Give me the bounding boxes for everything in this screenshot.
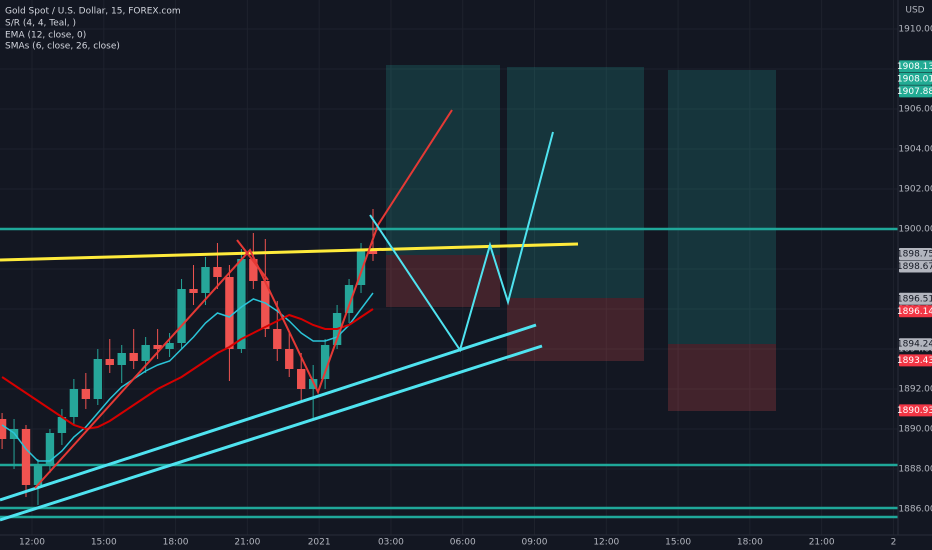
x-tick-label: 2	[891, 538, 897, 548]
candles	[0, 209, 378, 505]
long-target-zone	[507, 67, 644, 298]
candle-body	[320, 345, 330, 379]
candle-body	[21, 429, 31, 485]
x-tick-label: 12:00	[19, 538, 45, 548]
price-tag-label: 1894.24	[897, 340, 932, 350]
candle-body	[45, 433, 55, 465]
price-tag	[899, 404, 932, 417]
candle-body	[344, 285, 354, 313]
price-tag	[899, 85, 932, 98]
candle-body	[213, 267, 222, 277]
price-tag-label: 1907.88	[897, 87, 932, 97]
y-tick-label: 1906.00	[898, 105, 932, 115]
candle-body	[237, 259, 246, 349]
price-tag-label: 1896.14	[897, 307, 932, 317]
price-tag-label: 1893.43	[897, 356, 932, 366]
y-tick-label: 1886.00	[898, 505, 932, 515]
price-tag	[899, 260, 932, 273]
y-tick-label: 1904.00	[898, 145, 932, 155]
candle-body	[117, 353, 126, 365]
price-tag	[899, 72, 932, 85]
candle-body	[368, 251, 378, 254]
candle-body	[285, 349, 294, 369]
price-tag	[899, 292, 932, 305]
price-tag-label: 1898.75	[897, 250, 932, 260]
indicator-line	[1, 308, 374, 431]
x-tick-label: 2021	[308, 538, 331, 548]
trend-line	[0, 323, 537, 502]
indicator-label: S/R (4, 4, Teal, )	[5, 19, 76, 29]
price-tag	[899, 354, 932, 367]
candle-body	[177, 289, 186, 343]
price-tag-label: 1908.13	[897, 62, 932, 72]
path-drawing	[34, 109, 453, 489]
y-tick-label: 1910.00	[898, 25, 932, 35]
x-tick-label: 18:00	[737, 538, 763, 548]
candle-body	[189, 289, 198, 293]
x-tick-label: 06:00	[450, 538, 476, 548]
indicator-line	[1, 292, 374, 462]
price-tag-label: 1896.51	[897, 294, 932, 304]
y-tick-label: 1890.00	[898, 425, 932, 435]
symbol-title: Gold Spot / U.S. Dollar, 15, FOREX.com	[5, 7, 181, 17]
candle-body	[297, 369, 306, 389]
y-tick-label: 1892.00	[898, 385, 932, 395]
candle-body	[93, 359, 102, 399]
sr-levels	[0, 227, 898, 519]
x-tick-label: 12:00	[593, 538, 619, 548]
long-target-zone	[386, 65, 500, 255]
candle-body	[201, 267, 210, 293]
candle-body	[249, 259, 258, 281]
candle-body	[81, 389, 91, 399]
trend-line	[0, 344, 543, 522]
x-tick-label: 21:00	[809, 538, 835, 548]
path-drawing	[236, 239, 269, 281]
candle-body	[105, 359, 114, 365]
trend-line	[0, 242, 579, 262]
candle-body	[153, 345, 162, 349]
path-drawing	[369, 131, 554, 353]
currency-label: USD	[905, 6, 924, 16]
x-tick-label: 03:00	[378, 538, 404, 548]
price-tag	[899, 248, 932, 260]
y-tick-label: 1900.00	[898, 225, 932, 235]
candle-body	[261, 281, 270, 329]
candle-body	[33, 465, 43, 485]
candle-body	[165, 343, 174, 349]
x-tick-label: 15:00	[91, 538, 117, 548]
price-tag-label: 1898.67	[897, 262, 932, 272]
x-tick-label: 18:00	[163, 538, 189, 548]
x-tick-label: 09:00	[522, 538, 548, 548]
long-stop-zone	[386, 255, 500, 307]
long-stop-zone	[668, 344, 776, 411]
indicator-label: EMA (12, close, 0)	[5, 31, 86, 41]
x-tick-label: 21:00	[234, 538, 260, 548]
price-tag-label: 1908.01	[897, 74, 932, 84]
price-tag	[899, 338, 932, 351]
candle-body	[0, 419, 7, 439]
candle-body	[141, 345, 150, 361]
candle-body	[356, 251, 366, 285]
candle-body	[57, 417, 67, 433]
x-tick-label: 15:00	[665, 538, 691, 548]
candle-body	[225, 277, 234, 349]
axes: 1886.001888.001890.001892.001894.001896.…	[19, 25, 932, 548]
price-tag	[899, 60, 932, 73]
y-tick-label: 1902.00	[898, 185, 932, 195]
y-tick-label: 1888.00	[898, 465, 932, 475]
candle-body	[273, 329, 282, 349]
long-target-zone	[668, 70, 776, 344]
price-tag	[899, 305, 932, 318]
candle-body	[129, 353, 138, 361]
candle-body	[69, 389, 79, 417]
indicator-lines	[1, 292, 374, 462]
price-tag-label: 1890.93	[897, 406, 932, 416]
indicator-label: SMAs (6, close, 26, close)	[5, 42, 120, 52]
drawings	[0, 109, 579, 522]
